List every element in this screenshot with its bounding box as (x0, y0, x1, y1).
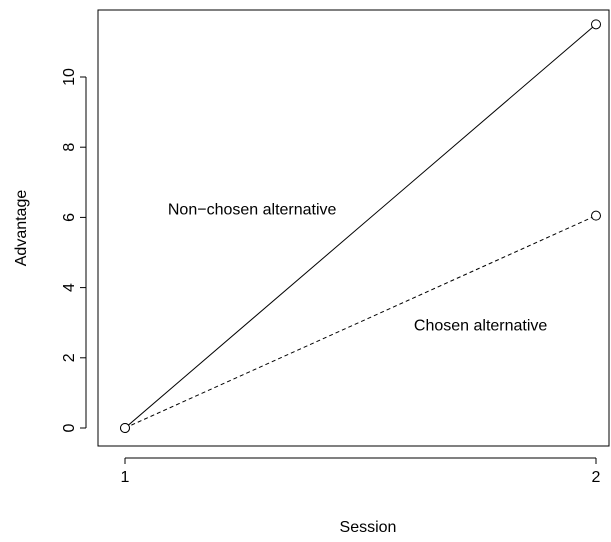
y-tick-label: 0 (61, 423, 78, 432)
y-tick-label: 2 (61, 353, 78, 362)
solid-series-line (124, 23, 597, 429)
y-tick-label: 4 (61, 283, 78, 292)
dashed-series-line (124, 215, 597, 429)
series-annotation: Chosen alternative (414, 317, 548, 334)
series-layer (120, 19, 601, 433)
y-tick-label: 6 (61, 213, 78, 222)
data-point (120, 423, 130, 433)
x-axis-label: Session (340, 519, 397, 536)
x-tick-label: 1 (121, 469, 130, 486)
series-annotation: Non−chosen alternative (168, 202, 337, 219)
data-point (591, 210, 601, 221)
y-tick-label: 10 (61, 68, 78, 86)
data-point (591, 19, 601, 30)
y-tick-label: 8 (61, 143, 78, 152)
y-axis: 0 2 4 6 8 10 (61, 68, 87, 432)
annotation-layer: Non−chosen alternative Chosen alternative (168, 202, 548, 335)
x-tick-label: 2 (592, 469, 601, 486)
y-axis-label: Advantage (13, 190, 30, 267)
plot-frame (97, 9, 610, 447)
